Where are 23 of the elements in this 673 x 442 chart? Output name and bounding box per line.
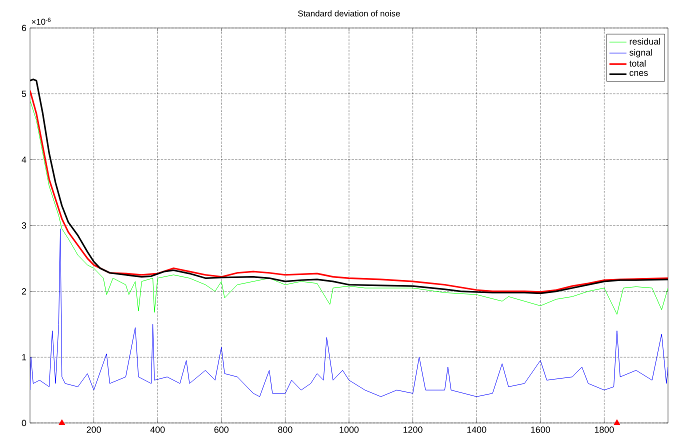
legend-label: total xyxy=(629,60,646,67)
x-tick-label: 1600 xyxy=(531,426,550,433)
x-tick-label: 1400 xyxy=(467,426,486,433)
y-tick-label: 0 xyxy=(22,420,26,426)
chart-title: Standard deviation of noise xyxy=(298,10,400,16)
x-tick-label: 1200 xyxy=(404,426,422,433)
y-tick-label: 4 xyxy=(22,156,26,163)
legend-label: residual xyxy=(630,38,660,45)
y-tick-label: 3 xyxy=(22,222,26,229)
text: ×10$^{-6}$ xyxy=(32,18,51,25)
x-tick-label: 600 xyxy=(214,426,229,433)
legend-label: cnes xyxy=(630,71,648,76)
y-tick-label: 1 xyxy=(22,354,26,360)
x-tick-label: 400 xyxy=(150,426,165,433)
x-tick-label: 1000 xyxy=(340,426,359,433)
y-tick-label: 2 xyxy=(22,288,26,294)
x-tick-label: 800 xyxy=(278,426,292,433)
y-tick-label: 6 xyxy=(22,24,26,32)
line-series xyxy=(30,228,668,397)
x-tick-label: 200 xyxy=(86,426,101,433)
y-tick-label: 5 xyxy=(22,90,26,97)
x-tick-label: 1800 xyxy=(594,426,614,433)
legend-label: signal xyxy=(629,49,652,58)
